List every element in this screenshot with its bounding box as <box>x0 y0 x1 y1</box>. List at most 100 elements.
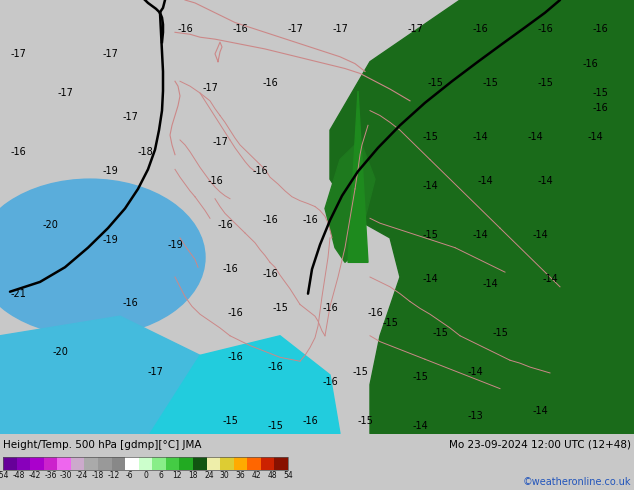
Text: -15: -15 <box>267 421 283 431</box>
Text: -19: -19 <box>102 166 118 176</box>
Text: -24: -24 <box>76 471 88 480</box>
Text: -14: -14 <box>467 367 483 377</box>
Text: -16: -16 <box>177 24 193 34</box>
Text: -16: -16 <box>302 416 318 426</box>
Text: -16: -16 <box>322 377 338 387</box>
Text: -17: -17 <box>287 24 303 34</box>
Text: -17: -17 <box>57 88 73 98</box>
Text: -15: -15 <box>357 416 373 426</box>
Bar <box>71 457 84 470</box>
Text: -17: -17 <box>122 113 138 122</box>
Text: 42: 42 <box>252 471 261 480</box>
Text: -17: -17 <box>102 49 118 59</box>
Text: -15: -15 <box>482 78 498 88</box>
Text: -15: -15 <box>382 318 398 328</box>
Bar <box>3 457 288 470</box>
Text: -14: -14 <box>472 132 488 142</box>
Text: -36: -36 <box>44 471 57 480</box>
Text: -15: -15 <box>492 328 508 338</box>
Text: 30: 30 <box>220 471 230 480</box>
Text: Height/Temp. 500 hPa [gdmp][°C] JMA: Height/Temp. 500 hPa [gdmp][°C] JMA <box>3 440 202 450</box>
Polygon shape <box>325 140 375 262</box>
Text: -42: -42 <box>29 471 41 480</box>
Bar <box>3 457 16 470</box>
Polygon shape <box>0 316 200 434</box>
Bar <box>166 457 179 470</box>
Text: -16: -16 <box>217 220 233 230</box>
Text: -15: -15 <box>272 303 288 313</box>
Text: -16: -16 <box>252 166 268 176</box>
Text: -19: -19 <box>167 240 183 250</box>
Text: 6: 6 <box>159 471 164 480</box>
Text: -18: -18 <box>137 147 153 157</box>
Text: Mo 23-09-2024 12:00 UTC (12+48): Mo 23-09-2024 12:00 UTC (12+48) <box>449 440 631 450</box>
Text: 0: 0 <box>143 471 148 480</box>
Text: -12: -12 <box>108 471 120 480</box>
Bar <box>220 457 234 470</box>
Text: -17: -17 <box>147 367 163 377</box>
Text: -15: -15 <box>432 328 448 338</box>
Text: -20: -20 <box>52 347 68 357</box>
Text: -14: -14 <box>532 406 548 416</box>
Text: -16: -16 <box>227 308 243 318</box>
Text: -16: -16 <box>472 24 488 34</box>
Bar <box>207 457 220 470</box>
Text: -15: -15 <box>352 367 368 377</box>
Text: -14: -14 <box>537 176 553 186</box>
Text: -14: -14 <box>542 274 558 284</box>
Text: -14: -14 <box>422 181 438 191</box>
Bar <box>44 457 57 470</box>
Text: -14: -14 <box>587 132 603 142</box>
Text: 18: 18 <box>188 471 198 480</box>
Text: -16: -16 <box>262 269 278 279</box>
Text: 12: 12 <box>172 471 182 480</box>
Text: -19: -19 <box>102 235 118 245</box>
Text: -16: -16 <box>302 215 318 225</box>
Text: -15: -15 <box>537 78 553 88</box>
Bar <box>152 457 166 470</box>
Text: -15: -15 <box>592 88 608 98</box>
Text: -16: -16 <box>262 78 278 88</box>
Text: -54: -54 <box>0 471 10 480</box>
Bar <box>247 457 261 470</box>
Text: -13: -13 <box>467 411 483 421</box>
Text: 54: 54 <box>283 471 293 480</box>
Text: -6: -6 <box>126 471 134 480</box>
Text: -17: -17 <box>407 24 423 34</box>
Ellipse shape <box>0 179 205 336</box>
Text: -20: -20 <box>42 220 58 230</box>
Bar <box>98 457 112 470</box>
Text: -16: -16 <box>592 24 608 34</box>
Text: -14: -14 <box>422 274 438 284</box>
Bar <box>139 457 152 470</box>
Text: -14: -14 <box>527 132 543 142</box>
Bar <box>234 457 247 470</box>
Text: -17: -17 <box>212 137 228 147</box>
Polygon shape <box>530 0 634 101</box>
Text: 48: 48 <box>268 471 277 480</box>
Text: -16: -16 <box>367 308 383 318</box>
Text: -21: -21 <box>10 289 26 299</box>
Text: -15: -15 <box>412 372 428 382</box>
Text: -15: -15 <box>422 230 438 240</box>
Bar <box>112 457 125 470</box>
Bar <box>30 457 44 470</box>
Bar <box>275 457 288 470</box>
Polygon shape <box>330 0 634 434</box>
Text: -14: -14 <box>412 421 428 431</box>
Text: -17: -17 <box>332 24 348 34</box>
Text: -16: -16 <box>582 59 598 69</box>
Bar <box>193 457 207 470</box>
Text: -16: -16 <box>232 24 248 34</box>
Text: -16: -16 <box>222 264 238 274</box>
Text: -18: -18 <box>92 471 104 480</box>
Text: -14: -14 <box>482 279 498 289</box>
Text: 24: 24 <box>204 471 214 480</box>
Text: -16: -16 <box>207 176 223 186</box>
Text: -16: -16 <box>592 103 608 113</box>
Text: -17: -17 <box>202 83 218 93</box>
Text: -16: -16 <box>10 147 26 157</box>
Text: -16: -16 <box>227 352 243 362</box>
Text: -17: -17 <box>10 49 26 59</box>
Text: -14: -14 <box>532 230 548 240</box>
